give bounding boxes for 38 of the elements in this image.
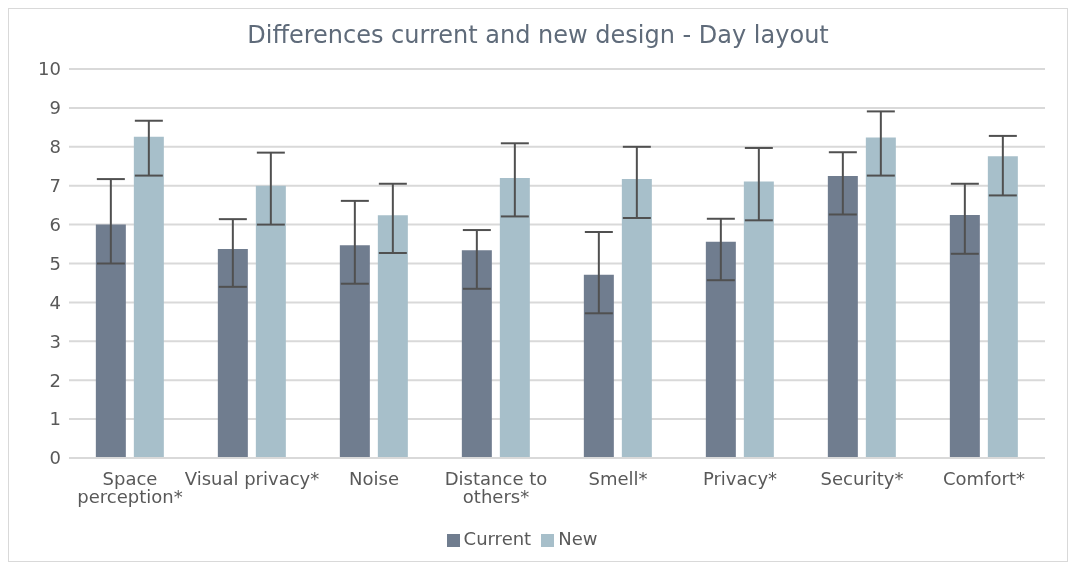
bar xyxy=(339,245,370,458)
bar xyxy=(827,175,858,458)
bar xyxy=(987,156,1018,458)
chart-title: Differences current and new design - Day layout xyxy=(247,21,829,49)
y-tick-label: 0 xyxy=(49,447,61,469)
x-tick-label: Visual privacy* xyxy=(184,467,320,489)
bar xyxy=(95,224,126,458)
y-tick-label: 3 xyxy=(49,330,61,352)
y-tick-label: 5 xyxy=(49,252,61,274)
bar xyxy=(949,214,980,458)
x-tick-label: Space perception* xyxy=(77,467,183,507)
y-tick-label: 10 xyxy=(38,58,61,80)
y-tick-label: 1 xyxy=(49,408,61,430)
bar xyxy=(583,274,614,458)
x-tick-label: Smell* xyxy=(588,467,648,489)
bar xyxy=(705,241,736,458)
legend-label: Current xyxy=(463,528,532,549)
x-tick-label: Noise xyxy=(349,467,399,489)
bar xyxy=(621,179,652,458)
bar xyxy=(865,137,896,458)
bar xyxy=(217,249,248,458)
bar xyxy=(499,177,530,458)
x-tick-label: Privacy* xyxy=(702,467,778,489)
legend-label: New xyxy=(558,528,598,549)
y-tick-label: 9 xyxy=(49,97,61,119)
x-tick-label: Security* xyxy=(820,467,904,489)
bar xyxy=(133,136,164,458)
x-tick-label: Distance to others* xyxy=(444,467,548,507)
y-tick-label: 4 xyxy=(49,291,61,313)
bar xyxy=(255,185,286,458)
bar xyxy=(461,250,492,458)
bar xyxy=(743,181,774,458)
x-tick-label: Comfort* xyxy=(943,467,1025,489)
y-tick-label: 2 xyxy=(49,369,61,391)
bar xyxy=(377,215,408,458)
y-tick-label: 8 xyxy=(49,136,61,158)
y-tick-label: 6 xyxy=(49,213,61,235)
y-tick-label: 7 xyxy=(49,175,61,197)
